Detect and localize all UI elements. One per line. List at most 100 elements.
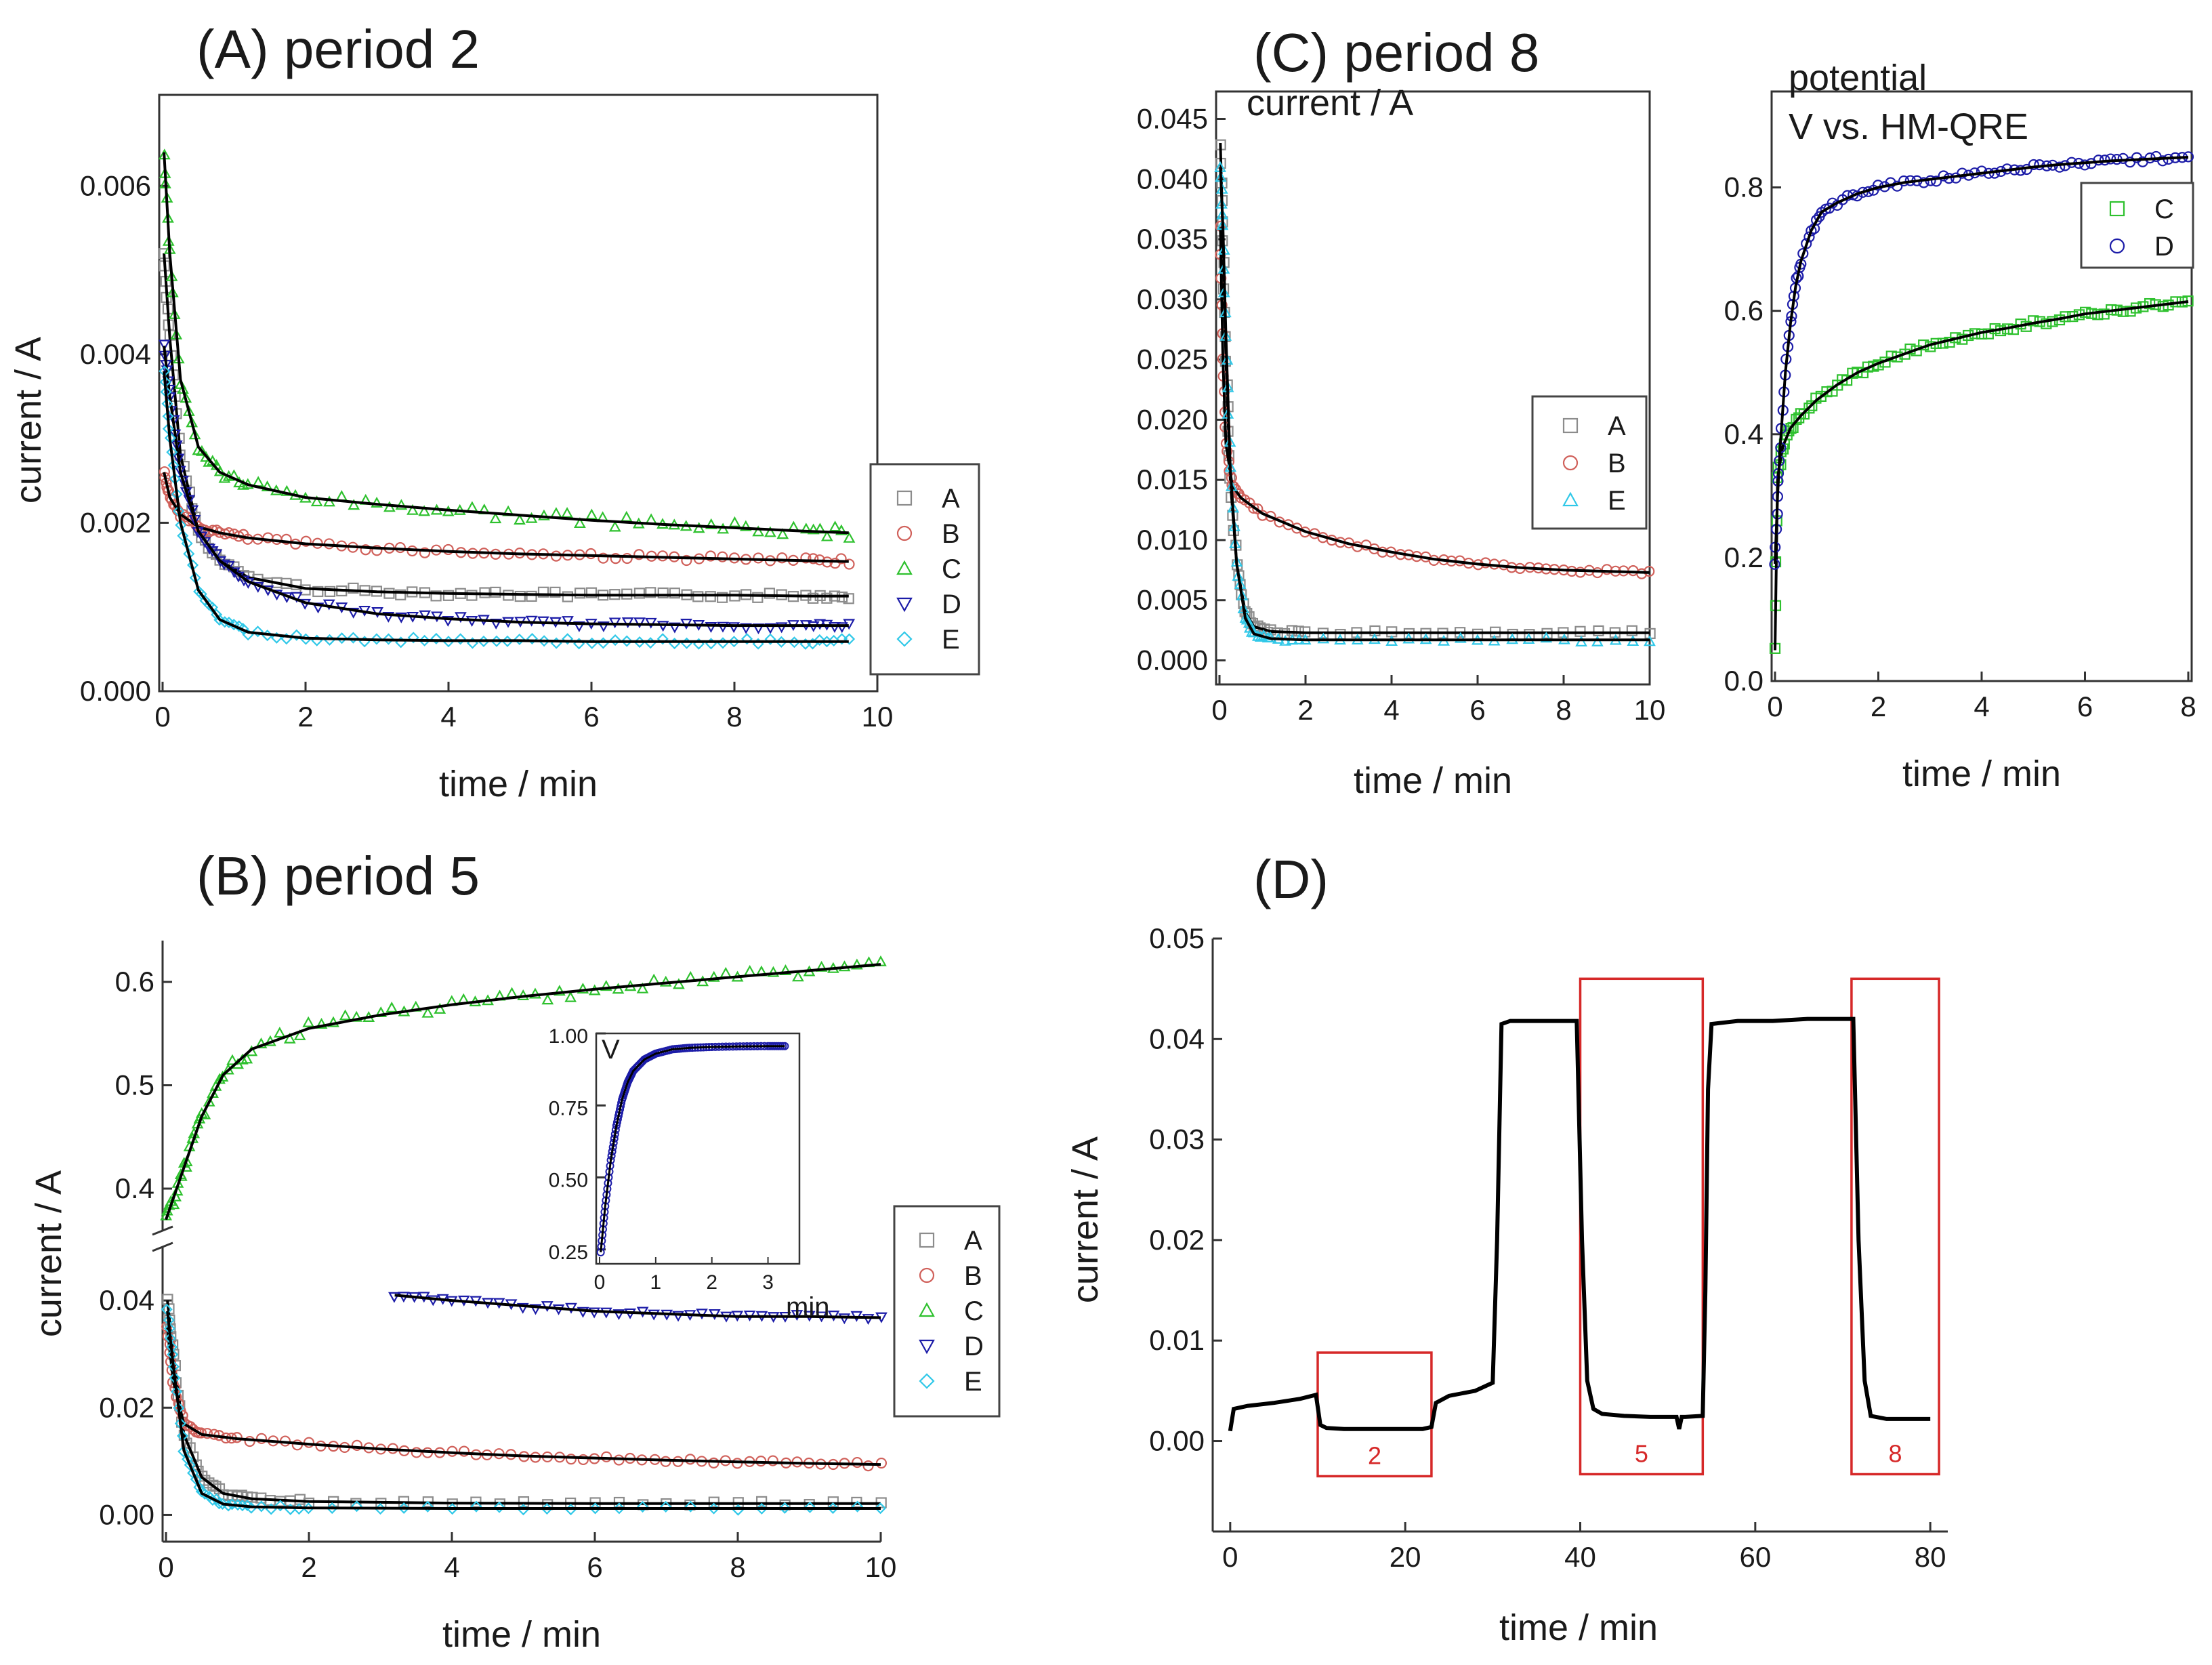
panel-a-series-b-point	[835, 553, 847, 564]
panel-a-series-a-point	[324, 585, 336, 598]
panel-a-series-a-point	[764, 588, 776, 599]
panel-b-series-b-point	[411, 1447, 422, 1458]
inset-xtick-label: 2	[706, 1271, 717, 1294]
panel-a-series-c-point	[752, 525, 765, 537]
panel-a-series-c-point	[371, 497, 383, 508]
panel-a-series-d-point	[419, 610, 432, 621]
panel-a-series-d-point	[186, 505, 199, 516]
panel-b-series-b-point	[577, 1454, 589, 1466]
panel-a-series-c-point	[218, 472, 231, 483]
axis-break-marks	[152, 1225, 173, 1252]
panel-c-current-series-a-point	[1626, 625, 1637, 636]
panel-b-series-a-point	[207, 1479, 219, 1491]
panel-a-series-d-point	[829, 622, 841, 633]
panel-b-series-d-point	[577, 1307, 589, 1318]
panel-a-series-d-point	[206, 546, 219, 558]
panel-a-series-c-point	[807, 523, 820, 535]
panel-b-series-c-point	[719, 966, 732, 978]
panel-a-series-e-point	[621, 635, 633, 647]
panel-a-series-c-point	[835, 524, 848, 535]
inset-xtick-label: 3	[762, 1271, 774, 1294]
panel-b-series-e-point	[190, 1473, 202, 1485]
period-box-5	[1579, 977, 1705, 1476]
panel-c-current-legend: ABE	[1531, 395, 1648, 530]
panel-a-series-e-point	[764, 633, 776, 645]
panel-d-xtick-label: 60	[1739, 1541, 1771, 1573]
panel-b-legend-label-c: C	[964, 1296, 984, 1326]
period-box-8	[1850, 977, 1940, 1476]
panel-b-series-c-point	[815, 960, 828, 972]
panel-b-series-d-point	[388, 1292, 400, 1303]
panel-a-series-a-point	[537, 586, 549, 598]
panel-a-series-d-point	[183, 495, 196, 506]
panel-b-series-b-point	[255, 1433, 268, 1444]
panel-a-series-c-point	[514, 514, 526, 525]
panel-a-series-b-point	[621, 552, 633, 564]
panel-a-series-e-point	[347, 632, 359, 644]
panel-c-potential-legend-label-d: D	[2154, 232, 2174, 262]
panel-a-series-e-point	[251, 625, 264, 638]
panel-b-xtick-label: 8	[730, 1551, 745, 1583]
panel-c-current-series-e-point	[1317, 632, 1330, 644]
panel-b-series-e-point	[421, 1500, 434, 1513]
panel-b-series-e-point	[778, 1502, 791, 1514]
panel-b-series-c-point	[577, 983, 589, 994]
panel-b-series-c-point	[216, 1071, 229, 1082]
panel-b-series-d-point	[708, 1309, 721, 1320]
panel-a-series-b-point	[394, 541, 406, 554]
panel-a-series-c-point	[692, 522, 705, 533]
panel-c-current-frame	[1215, 90, 1651, 686]
panel-c-potential-series-c-point	[2028, 315, 2039, 327]
panel-a-series-d-point	[728, 622, 740, 634]
panel-a-legend-box	[869, 463, 980, 676]
inset-xlabel: min	[786, 1292, 829, 1322]
panel-a-series-a-point	[395, 589, 406, 600]
panel-a-series-a-point	[430, 590, 442, 602]
panel-a-legend-marker-d	[896, 597, 913, 613]
panel-b-legend-marker-a	[919, 1232, 935, 1248]
panel-c-current-ytick-label: 0.035	[1137, 223, 1208, 255]
panel-a-series-c-point	[348, 499, 360, 510]
panel-a-series-b-point	[776, 552, 788, 564]
panel-a-series-b-point	[585, 548, 597, 560]
panel-c-potential-ytick-label: 0.8	[1724, 171, 1764, 203]
panel-c-current-legend-label-a: A	[1608, 411, 1626, 441]
panel-c-current: (C) period 8 0 2 4 6 8 10 0.000 0.005 0.010 0.015…	[1137, 22, 1665, 801]
panel-b-series-c-point	[434, 1002, 446, 1014]
panel-a-legend-marker-c	[896, 560, 913, 575]
panel-a-series-d-point	[455, 612, 467, 623]
panel-b-legend-marker-b	[919, 1267, 935, 1283]
panel-d-series	[1228, 1016, 1931, 1432]
panel-b-series-c-point	[315, 1018, 328, 1029]
panel-c-current-ytick-label: 0.005	[1137, 584, 1208, 616]
panel-a-series-c-point	[335, 490, 348, 501]
panel-a-series-e-fit	[163, 371, 849, 643]
panel-b-xtick-label: 6	[587, 1551, 602, 1583]
panel-b-upper-ytick-label: 0.6	[115, 966, 154, 998]
panel-b-series-b-point	[565, 1454, 577, 1465]
panel-b-series-b-point	[601, 1451, 612, 1462]
panel-b-inset: 0 1 2 3 0.25 0.50 0.75 1.00 V min	[549, 1025, 830, 1322]
panel-b-series-e-point	[684, 1500, 696, 1513]
panel-c-potential-ylabel-line1: potential	[1789, 58, 1927, 98]
panel-a-series-d-point	[598, 621, 610, 633]
panel-b-lower-ytick-label: 0.02	[99, 1391, 154, 1423]
panel-c-potential-ytick-label: 0.0	[1724, 665, 1764, 697]
panel-b-series-a-point	[188, 1451, 199, 1462]
panel-b-lower-ytick-label: 0.04	[99, 1284, 154, 1316]
panel-c-current-xtick-label: 2	[1297, 694, 1313, 726]
inset-ytick-label: 0.50	[549, 1170, 588, 1192]
panel-a-ytick-label: 0.004	[80, 338, 151, 370]
panel-a-series-c-point	[550, 507, 562, 518]
panel-a-series-a-point	[645, 587, 656, 598]
panel-c-current-legend-label-b: B	[1608, 449, 1626, 478]
panel-c-potential-series-d-point	[1803, 231, 1815, 243]
panel-b-legend-marker-d	[919, 1339, 935, 1355]
panel-b-series-b-fit	[166, 1327, 881, 1466]
panel-c-potential-xtick-label: 8	[2180, 691, 2196, 722]
panel-d-xlabel: time / min	[1499, 1607, 1658, 1648]
panel-a-series-c-point	[310, 495, 323, 507]
period-box-label-2: 2	[1368, 1441, 1381, 1469]
